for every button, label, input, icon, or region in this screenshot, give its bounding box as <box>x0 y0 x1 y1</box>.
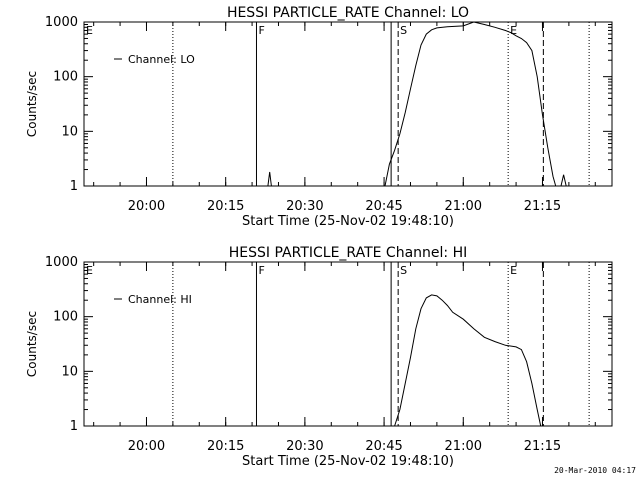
panel-2-y-tick-label: 100 <box>53 310 78 325</box>
panel-1-series-line <box>267 171 272 187</box>
panel-2-marker-label: S <box>400 264 407 277</box>
panel-1-x-tick-label: 20:45 <box>365 199 402 214</box>
panel-2-y-tick-label: 1 <box>70 419 78 434</box>
panel-1-legend-label: Channel: LO <box>128 53 195 66</box>
panel-1-series-line <box>384 21 557 187</box>
panel-1-x-tick-label: 21:15 <box>524 199 561 214</box>
panel-2-x-tick-label: 21:00 <box>445 439 482 454</box>
panel-2-series-line <box>394 294 542 427</box>
panel-2-plot-frame <box>83 261 613 427</box>
panel-1-series-line <box>560 174 567 187</box>
panel-2-x-tick-label: 21:15 <box>524 439 561 454</box>
panel-2-marker-label: E <box>86 264 93 277</box>
panel-1-y-tick-label: 100 <box>53 70 78 85</box>
panel-1-x-tick-label: 20:30 <box>286 199 323 214</box>
panel-2-x-tick-label: 20:45 <box>365 439 402 454</box>
panel-2-marker-label: F <box>258 264 264 277</box>
panel-2-y-axis-label: Counts/sec <box>25 311 39 377</box>
panel-2-marker-label: E <box>510 264 517 277</box>
panel-1-y-tick-label: 1 <box>70 179 78 194</box>
panel-1-marker-label: S <box>400 24 407 37</box>
panel-2-x-axis-label: Start Time (25-Nov-02 19:48:10) <box>242 454 454 469</box>
panel-1-chart-title: HESSI PARTICLE_RATE Channel: LO <box>227 5 469 21</box>
panel-1-y-tick-label: 10 <box>61 124 78 139</box>
panel-1-marker-label: E <box>510 24 517 37</box>
panel-1-y-tick-label: 1000 <box>45 15 78 30</box>
panel-1-y-axis-label: Counts/sec <box>25 71 39 137</box>
panel-1-plot-frame <box>83 21 613 187</box>
panel-1-x-tick-label: 20:00 <box>128 199 165 214</box>
panel-2-chart-title: HESSI PARTICLE_RATE Channel: HI <box>229 245 467 261</box>
panel-2-y-tick-label: 10 <box>61 364 78 379</box>
panel-1-marker-label: F <box>258 24 264 37</box>
panel-2-legend-label: Channel: HI <box>128 293 192 306</box>
panel-1-x-tick-label: 20:15 <box>207 199 244 214</box>
panel-2-y-tick-label: 1000 <box>45 255 78 270</box>
timestamp-label: 20-Mar-2010 04:17 <box>554 466 636 475</box>
panel-1-x-tick-label: 21:00 <box>445 199 482 214</box>
panel-1-x-axis-label: Start Time (25-Nov-02 19:48:10) <box>242 214 454 229</box>
panel-2-x-tick-label: 20:00 <box>128 439 165 454</box>
panel-2-x-tick-label: 20:15 <box>207 439 244 454</box>
panel-2-x-tick-label: 20:30 <box>286 439 323 454</box>
panel-1-marker-label: E <box>86 24 93 37</box>
